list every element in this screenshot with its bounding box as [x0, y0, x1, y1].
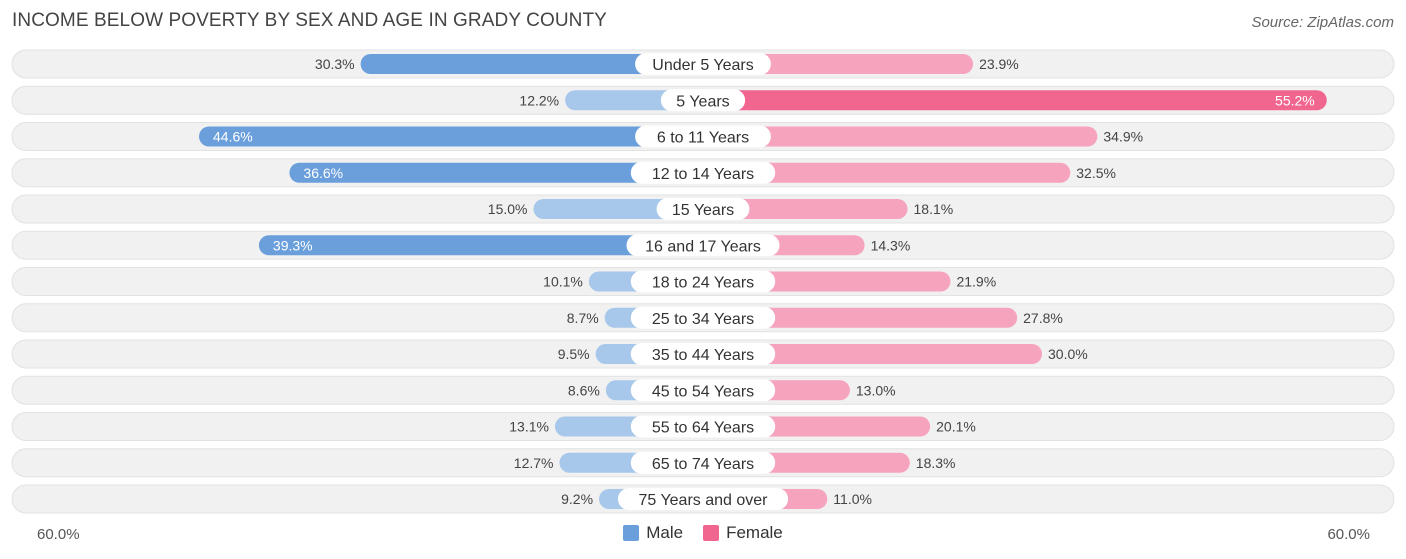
value-label-female: 34.9% — [1103, 129, 1143, 145]
value-label-female: 18.1% — [914, 201, 954, 217]
bar-male — [258, 235, 703, 256]
category-label-bg — [630, 270, 776, 293]
bar-female — [703, 90, 1327, 111]
source-label[interactable]: Source: ZipAtlas.com — [1251, 14, 1394, 31]
category-label: 65 to 74 Years — [652, 456, 754, 473]
bar-female — [703, 54, 974, 74]
category-label: 25 to 34 Years — [652, 311, 754, 328]
category-label-bg — [630, 306, 776, 329]
value-label-male: 44.6% — [213, 129, 253, 145]
category-label: 16 and 17 Years — [645, 238, 761, 255]
bar-female — [703, 126, 1098, 147]
bar-female — [703, 344, 1042, 364]
legend: Male Female — [0, 523, 1406, 543]
bar-female — [703, 307, 1018, 328]
category-label-bg — [656, 198, 750, 220]
value-label-male: 8.6% — [568, 382, 600, 398]
legend-label-male: Male — [646, 523, 684, 542]
category-label: 55 to 64 Years — [652, 420, 754, 437]
value-label-female: 32.5% — [1076, 165, 1116, 181]
value-label-male: 9.2% — [561, 491, 593, 507]
bar-female — [703, 199, 908, 219]
value-label-male: 8.7% — [567, 310, 599, 326]
value-label-male: 30.3% — [315, 56, 355, 72]
value-label-male: 39.3% — [273, 237, 313, 253]
value-label-female: 18.3% — [916, 455, 956, 471]
category-label-bg — [630, 451, 776, 474]
category-label: 6 to 11 Years — [657, 130, 749, 147]
value-label-male: 12.7% — [514, 455, 554, 471]
legend-swatch-female — [703, 525, 720, 541]
value-label-female: 13.0% — [856, 382, 896, 398]
value-label-male: 9.5% — [558, 346, 590, 362]
value-label-female: 21.9% — [956, 274, 996, 290]
axis-min-label: 60.0% — [37, 526, 80, 543]
category-label-bg — [630, 415, 776, 438]
value-label-female: 30.0% — [1048, 346, 1088, 362]
category-label-bg — [617, 488, 789, 510]
value-label-female: 23.9% — [979, 56, 1019, 72]
value-label-female: 11.0% — [833, 491, 872, 507]
value-label-female: 20.1% — [936, 419, 976, 435]
category-label: Under 5 Years — [652, 57, 753, 74]
value-label-male: 12.2% — [519, 92, 559, 108]
category-label-bg — [635, 53, 771, 75]
legend-label-female: Female — [726, 523, 783, 542]
chart-title: INCOME BELOW POVERTY BY SEX AND AGE IN G… — [12, 10, 607, 31]
category-label: 12 to 14 Years — [652, 166, 754, 183]
category-label-bg — [660, 89, 746, 112]
legend-item-male[interactable]: Male — [623, 523, 683, 543]
value-label-female: 14.3% — [871, 237, 911, 253]
value-label-male: 15.0% — [488, 201, 528, 217]
category-label-bg — [626, 234, 780, 257]
bar-male — [360, 54, 703, 74]
value-label-male: 36.6% — [303, 165, 343, 181]
value-label-female: 27.8% — [1023, 310, 1063, 326]
category-label-bg — [630, 161, 776, 184]
bar-male — [289, 162, 703, 183]
category-label: 75 Years and over — [639, 492, 769, 509]
legend-swatch-male — [623, 525, 640, 541]
bar-male — [199, 126, 703, 147]
value-label-male: 13.1% — [509, 419, 549, 435]
category-label: 5 Years — [676, 93, 729, 110]
category-label-bg — [635, 125, 771, 148]
legend-item-female[interactable]: Female — [703, 523, 783, 543]
chart-area: 30.3% 23.9% Under 5 Years 12.2% 55.2% 5 Years… — [11, 49, 1395, 514]
axis-max-label: 60.0% — [1327, 526, 1370, 543]
category-label-bg — [630, 343, 776, 365]
category-label: 15 Years — [672, 202, 734, 219]
value-label-male: 10.1% — [543, 274, 583, 290]
category-label: 45 to 54 Years — [652, 383, 754, 400]
category-label: 35 to 44 Years — [652, 347, 754, 364]
category-label-bg — [630, 379, 776, 402]
value-label-female: 55.2% — [1275, 92, 1315, 108]
category-label: 18 to 24 Years — [652, 275, 754, 292]
bar-female — [703, 162, 1071, 183]
